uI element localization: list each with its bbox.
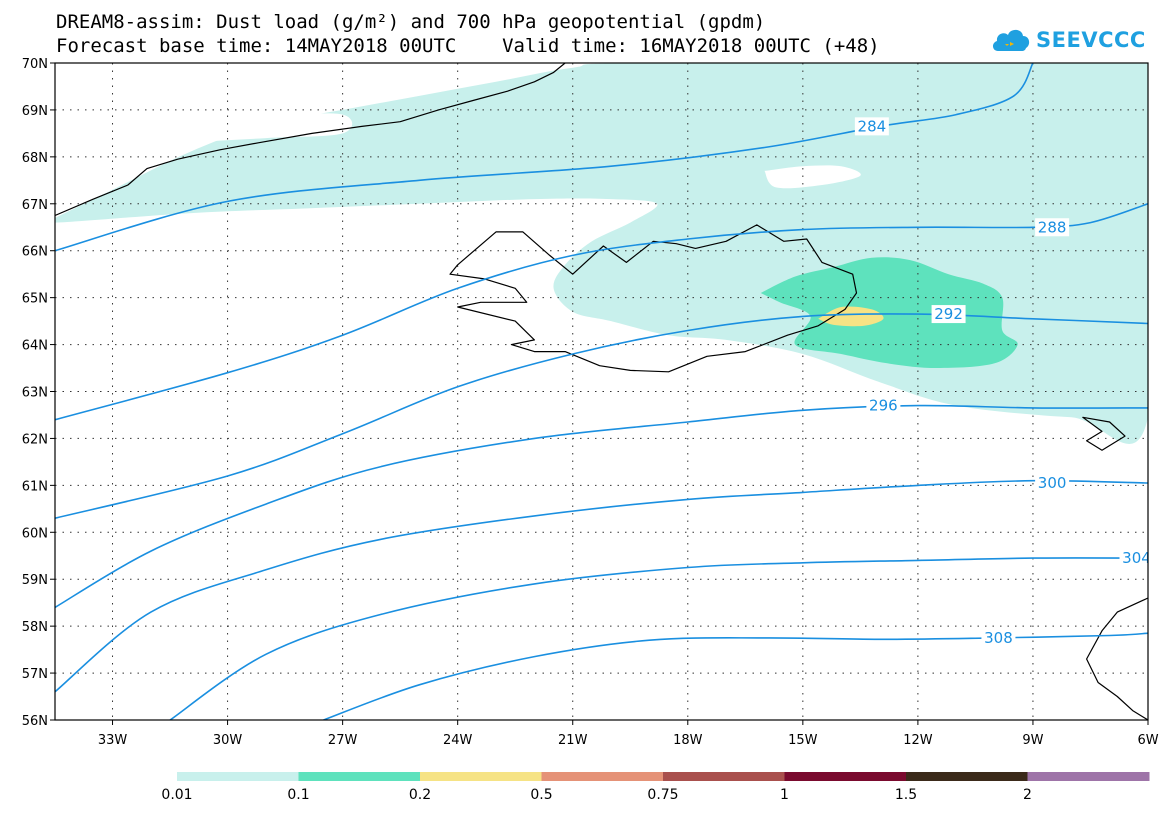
lon-tick-label: 6W [1137, 733, 1158, 748]
logo-text: SEEVCCC [1036, 28, 1146, 52]
map-axes: 33W 30W 27W 24W 21W 18W 15W 12W 9W 6W 70N 69N 68N 67N… [22, 57, 1159, 748]
colorbar-label: 0.5 [530, 787, 552, 803]
contour-288 [55, 203, 1148, 421]
contour-296 [55, 404, 1148, 609]
colorbar-label: 0.01 [161, 787, 192, 803]
lon-tick-label: 33W [98, 733, 128, 748]
lat-tick-label: 64N [22, 339, 48, 354]
lat-tick-label: 60N [22, 526, 48, 541]
iceland-coastline [449, 224, 858, 373]
lat-tick-label: 59N [22, 573, 48, 588]
scotland-coastline [1086, 597, 1148, 720]
contour-label-bg [854, 117, 889, 136]
seevccc-logo: SEEVCCC [990, 22, 1146, 58]
contour-label-296: 296 [869, 397, 898, 415]
contour-label-288: 288 [1038, 218, 1067, 236]
colorbar-swatch [298, 772, 421, 781]
dust-gap-1 [55, 109, 353, 164]
contour-308 [323, 632, 1148, 720]
dust-area-0_2 [818, 306, 884, 327]
lat-tick-label: 68N [22, 151, 48, 166]
lon-tick-label: 12W [903, 733, 933, 748]
lon-tick-label: 30W [213, 733, 243, 748]
contour-label-292: 292 [934, 305, 963, 323]
map-title: DREAM8-assim: Dust load (g/m²) and 700 h… [56, 11, 766, 33]
colorbar-swatch [177, 772, 299, 781]
lat-tick-label: 58N [22, 620, 48, 635]
contour-label-308: 308 [984, 629, 1013, 647]
contour-300 [55, 479, 1148, 693]
contour-label-bg [866, 396, 901, 415]
lat-tick-label: 63N [22, 386, 48, 401]
contour-label-bg [1035, 218, 1070, 237]
colorbar: 0.01 0.1 0.2 0.5 0.75 1 1.5 2 [161, 772, 1150, 803]
colorbar-label: 0.75 [647, 787, 678, 803]
contour-284 [55, 63, 1034, 252]
faroe-coastline [1082, 416, 1126, 451]
contour-292 [55, 313, 1148, 519]
lat-tick-label: 61N [22, 479, 48, 494]
dust-area-0_1 [760, 257, 1018, 368]
contour-label-300: 300 [1038, 474, 1067, 492]
contour-label-304: 304 [1122, 549, 1151, 567]
map-layers: 284 288 292 296 300 304 308 [55, 63, 1151, 720]
lat-tick-label: 65N [22, 292, 48, 307]
lat-tick-label: 69N [22, 104, 48, 119]
cloud-icon [992, 29, 1030, 51]
contour-label-284: 284 [858, 117, 887, 135]
lon-tick-label: 24W [443, 733, 473, 748]
lat-tick-label: 70N [22, 57, 48, 72]
forecast-times: Forecast base time: 14MAY2018 00UTC Vali… [56, 35, 880, 57]
greenland-coastline [55, 63, 566, 217]
lat-tick-label: 67N [22, 198, 48, 213]
colorbar-swatch [906, 772, 1028, 781]
contour-label-bg [1035, 474, 1070, 493]
lon-tick-label: 15W [788, 733, 818, 748]
colorbar-label: 2 [1023, 787, 1032, 803]
colorbar-swatch [541, 772, 664, 781]
colorbar-swatch [1027, 772, 1150, 781]
contour-304 [169, 557, 1148, 720]
lon-tick-label: 21W [558, 733, 588, 748]
colorbar-swatch [663, 772, 785, 781]
lat-tick-label: 66N [22, 245, 48, 260]
contour-label-bg [1119, 549, 1148, 568]
contour-label-bg [931, 305, 966, 324]
lon-tick-label: 18W [673, 733, 703, 748]
lat-tick-label: 56N [22, 714, 48, 729]
dust-gap-0 [764, 165, 861, 189]
colorbar-label: 1.5 [895, 787, 917, 803]
lat-tick-label: 57N [22, 667, 48, 682]
lat-tick-label: 62N [22, 432, 48, 447]
colorbar-label: 0.2 [409, 787, 431, 803]
colorbar-label: 1 [780, 787, 789, 803]
colorbar-label: 0.1 [287, 787, 309, 803]
colorbar-swatch [784, 772, 907, 781]
colorbar-swatch [420, 772, 542, 781]
contour-label-bg [981, 628, 1016, 647]
lon-tick-label: 9W [1022, 733, 1043, 748]
lon-tick-label: 27W [328, 733, 358, 748]
